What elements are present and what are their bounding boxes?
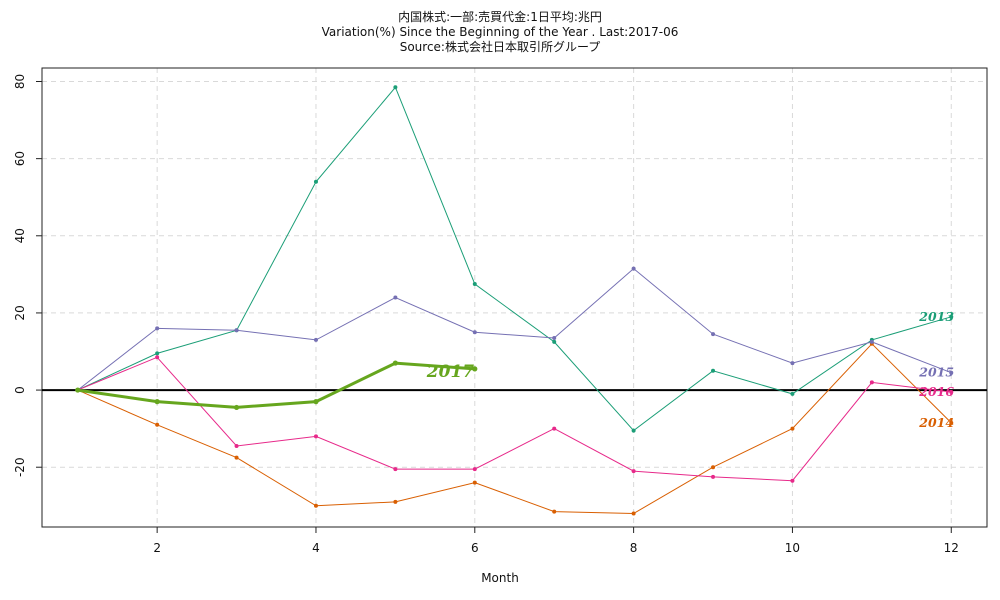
y-tick-label: 40 bbox=[13, 228, 27, 243]
series-line-2014 bbox=[77, 343, 952, 515]
series-label-2017: 2017 bbox=[426, 362, 474, 382]
data-point-2016 bbox=[552, 426, 557, 431]
data-point-2014 bbox=[631, 511, 636, 516]
x-tick-label: 2 bbox=[153, 541, 161, 555]
data-point-2013 bbox=[393, 85, 398, 90]
series-line-2016 bbox=[77, 356, 952, 482]
chart-titles: 内国株式:一部:売買代金:1日平均:兆円 Variation(%) Since … bbox=[0, 10, 1000, 55]
data-point-2014 bbox=[790, 426, 795, 431]
data-point-2014 bbox=[552, 509, 557, 514]
series-line-2015 bbox=[77, 267, 952, 391]
data-point-2017 bbox=[472, 366, 478, 372]
data-point-2015 bbox=[472, 330, 477, 335]
data-point-2016 bbox=[393, 467, 398, 472]
y-tick-label: 80 bbox=[13, 74, 27, 89]
chart-title: 内国株式:一部:売買代金:1日平均:兆円 bbox=[398, 10, 602, 24]
data-point-2016 bbox=[949, 390, 954, 394]
x-tick-label: 10 bbox=[785, 541, 800, 555]
x-tick-label: 4 bbox=[312, 541, 320, 555]
chart-subtitle: Variation(%) Since the Beginning of the … bbox=[321, 25, 679, 39]
chart-source: Source:株式会社日本取引所グループ bbox=[399, 40, 601, 54]
series-label-2014: 2014 bbox=[918, 415, 954, 430]
data-point-2015 bbox=[393, 295, 398, 300]
series-label-2013: 2013 bbox=[918, 309, 954, 324]
data-point-2016 bbox=[869, 380, 874, 385]
data-point-2015 bbox=[869, 339, 874, 344]
data-point-2013 bbox=[711, 368, 716, 373]
x-tick-label: 12 bbox=[944, 541, 959, 555]
data-point-2017 bbox=[233, 404, 240, 411]
data-point-2013 bbox=[949, 314, 954, 319]
series-label-2016: 2016 bbox=[918, 384, 954, 399]
data-point-2015 bbox=[631, 266, 636, 271]
data-point-2015 bbox=[711, 332, 716, 337]
data-point-2016 bbox=[711, 474, 716, 479]
data-point-2015 bbox=[790, 361, 795, 366]
data-point-2016 bbox=[472, 467, 477, 472]
series-line-2017 bbox=[77, 361, 475, 409]
data-point-2013 bbox=[313, 179, 318, 184]
y-tick-label: 20 bbox=[13, 305, 27, 320]
data-point-2016 bbox=[155, 355, 160, 360]
data-point-2015 bbox=[234, 328, 239, 333]
data-point-2015 bbox=[155, 326, 160, 331]
x-tick-label: 6 bbox=[471, 541, 479, 555]
data-point-2016 bbox=[631, 469, 636, 474]
data-point-2014 bbox=[234, 455, 239, 460]
y-tick-label: 0 bbox=[13, 386, 27, 394]
data-point-2014 bbox=[472, 480, 477, 485]
data-point-2017 bbox=[154, 399, 160, 405]
data-point-2017 bbox=[392, 360, 398, 366]
data-point-2013 bbox=[472, 282, 477, 286]
x-tick-label: 8 bbox=[630, 541, 638, 555]
data-point-2014 bbox=[313, 503, 318, 508]
data-point-2013 bbox=[631, 428, 636, 433]
data-point-2013 bbox=[790, 391, 795, 396]
x-axis-label: Month bbox=[481, 571, 519, 585]
y-tick-label: -20 bbox=[13, 457, 27, 477]
data-point-2014 bbox=[949, 420, 954, 425]
y-tick-label: 60 bbox=[13, 151, 27, 166]
series-label-2015: 2015 bbox=[918, 365, 954, 380]
series-line-2013 bbox=[77, 86, 952, 432]
data-point-2013 bbox=[155, 351, 160, 356]
data-point-2014 bbox=[711, 465, 716, 470]
data-point-2015 bbox=[313, 337, 318, 342]
plot-frame bbox=[41, 67, 988, 528]
data-point-2016 bbox=[234, 444, 239, 448]
data-point-2015 bbox=[949, 370, 954, 375]
data-point-2016 bbox=[790, 478, 795, 483]
data-point-2014 bbox=[155, 422, 160, 427]
data-point-2017 bbox=[75, 387, 81, 393]
data-point-2014 bbox=[393, 499, 398, 504]
data-point-2015 bbox=[552, 336, 557, 340]
data-point-2017 bbox=[313, 399, 319, 405]
data-point-2013 bbox=[552, 339, 557, 344]
data-point-2016 bbox=[313, 434, 318, 439]
